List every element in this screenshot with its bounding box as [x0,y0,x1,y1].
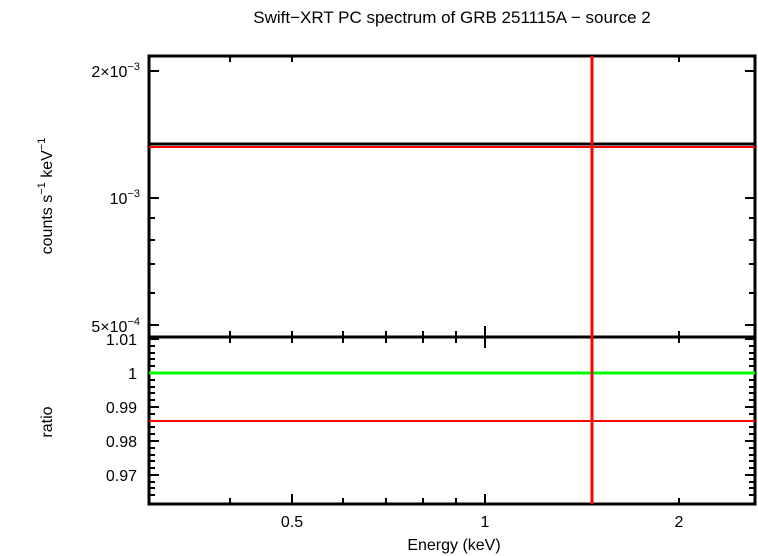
ytick-0.98: 0.98 [106,434,137,451]
xtick-1: 1 [481,514,490,531]
ytick-2e-3: 2×10−3 [91,61,140,81]
ratio-x-ticks [229,494,680,504]
y-axis-label-ratio: ratio [39,406,56,437]
chart-title: Swift−XRT PC spectrum of GRB 251115A − s… [253,8,651,27]
ytick-1.01: 1.01 [106,332,137,349]
y-axis-label-spectrum: counts s−1 keV−1 [36,138,56,255]
xtick-2: 2 [675,514,684,531]
ytick-0.97: 0.97 [106,468,137,485]
ytick-1e-3: 10−3 [110,188,140,208]
spectrum-panel-frame [147,54,757,339]
spectrum-y-ticks [149,70,755,326]
ratio-y-ticks [149,338,755,496]
xtick-0.5: 0.5 [281,514,303,531]
ytick-5e-4: 5×10−4 [91,316,140,336]
ytick-1: 1 [128,366,137,383]
ytick-0.99: 0.99 [106,400,137,417]
x-axis-label: Energy (keV) [407,537,500,554]
spectrum-x-ticks [229,56,680,348]
